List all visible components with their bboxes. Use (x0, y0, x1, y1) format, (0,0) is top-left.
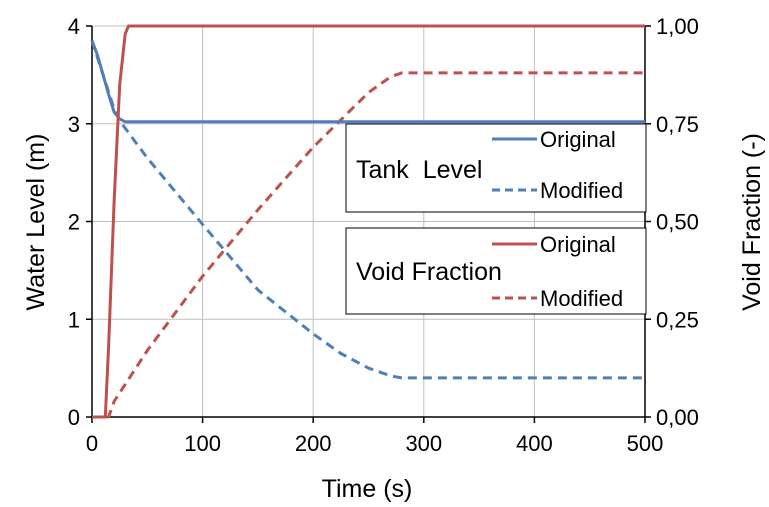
x-tick-label: 100 (184, 431, 221, 456)
legend-void-fraction-title: Void Fraction (356, 258, 502, 286)
legend-tank-level-title: Tank Level (356, 156, 482, 184)
x-tick-label: 500 (627, 431, 664, 456)
y-left-tick-labels: 0 1 2 3 4 (68, 14, 80, 430)
y-left-axis-title: Water Level (m) (22, 134, 50, 311)
y-left-tick-label: 2 (68, 210, 80, 235)
void-fraction-modified-line (92, 71, 645, 419)
x-tick-label: 200 (295, 431, 332, 456)
plot-frame (86, 25, 651, 423)
legend-void-modified-label: Modified (540, 286, 623, 311)
y-left-tick-label: 3 (68, 112, 80, 137)
void-fraction-original-line (92, 24, 645, 419)
y-left-tick-label: 0 (68, 405, 80, 430)
legend-tank-original-label: Original (540, 127, 616, 152)
y-right-tick-labels: 0,00 0,25 0,50 0,75 1,00 (656, 14, 699, 430)
y-right-axis-title: Void Fraction (-) (738, 133, 766, 311)
y-left-tick-label: 1 (68, 307, 80, 332)
grid (91, 25, 646, 418)
y-right-tick-label: 0,25 (656, 307, 699, 332)
legend-tank-modified-label: Modified (540, 178, 623, 203)
legend-tank-level: Tank Level Original Modified (345, 123, 647, 213)
series-layer (90, 24, 645, 419)
x-axis-title: Time (s) (322, 475, 413, 503)
y-right-tick-label: 0,75 (656, 112, 699, 137)
x-tick-label: 400 (516, 431, 553, 456)
y-right-tick-label: 0,00 (656, 405, 699, 430)
tank-level-modified-line (90, 40, 645, 380)
y-right-tick-label: 1,00 (656, 14, 699, 39)
tank-level-original-line (90, 40, 645, 124)
y-left-tick-label: 4 (68, 14, 80, 39)
x-tick-label: 300 (405, 431, 442, 456)
x-tick-labels: 0 100 200 300 400 500 (86, 431, 663, 456)
x-tick-label: 0 (86, 431, 98, 456)
y-right-tick-label: 0,50 (656, 210, 699, 235)
legend-void-original-label: Original (540, 232, 616, 257)
legend-void-fraction: Void Fraction Original Modified (345, 227, 647, 315)
legend-void-fraction-box (345, 227, 647, 315)
